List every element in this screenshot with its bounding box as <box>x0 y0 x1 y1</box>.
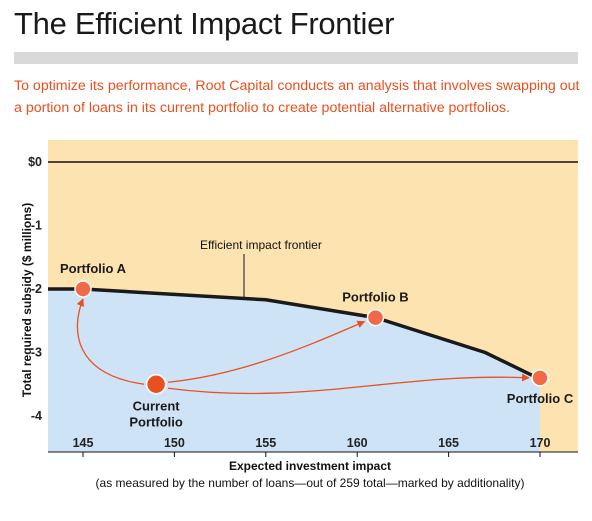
y-tick-label: $0 <box>28 155 42 169</box>
x-axis-ticks: 145 150 155 160 165 170 <box>48 436 578 457</box>
current-portfolio-label-line2: Portfolio <box>129 414 182 429</box>
y-tick-label: -4 <box>31 409 42 423</box>
x-tick-label: 170 <box>530 436 551 450</box>
y-axis-title: Total required subsidy ($ millions) <box>20 203 34 397</box>
y-tick-label: -1 <box>31 219 42 233</box>
portfolio-markers: Portfolio A Portfolio B Portfolio C Current… <box>60 261 574 429</box>
x-tick-label: 160 <box>347 436 368 450</box>
swap-arrows <box>76 298 530 395</box>
x-tick-label: 150 <box>164 436 185 450</box>
x-tick-label: 155 <box>255 436 276 450</box>
feasible-region <box>48 289 540 452</box>
frontier-callout: Efficient impact frontier <box>200 238 322 297</box>
page-title: The Efficient Impact Frontier <box>14 6 395 41</box>
frontier-callout-label: Efficient impact frontier <box>200 238 322 252</box>
current-portfolio-marker <box>145 374 167 395</box>
portfolio-label: Portfolio B <box>342 290 408 305</box>
portfolio-label: Portfolio C <box>507 391 574 406</box>
y-tick-label: -2 <box>31 282 42 296</box>
arrow-to-portfolio-c <box>168 373 530 395</box>
arrow-to-portfolio-a <box>76 298 145 385</box>
subtitle: To optimize its performance, Root Capita… <box>14 78 580 116</box>
arrow-to-portfolio-b <box>168 320 366 383</box>
y-axis-ticks: $0 -1 -2 -3 -4 <box>28 155 42 423</box>
x-tick-label: 145 <box>73 436 94 450</box>
x-tick-label: 165 <box>438 436 459 450</box>
current-portfolio-label-line1: Current <box>133 398 181 413</box>
portfolio-marker <box>74 280 92 298</box>
y-tick-label: -3 <box>31 346 42 360</box>
portfolio-marker <box>366 308 385 327</box>
x-axis-note: (as measured by the number of loans—out … <box>96 476 525 490</box>
x-axis-title: Expected investment impact <box>229 459 391 473</box>
portfolio-label: Portfolio A <box>60 261 127 276</box>
title-divider <box>14 52 578 64</box>
portfolio-marker <box>531 369 549 387</box>
